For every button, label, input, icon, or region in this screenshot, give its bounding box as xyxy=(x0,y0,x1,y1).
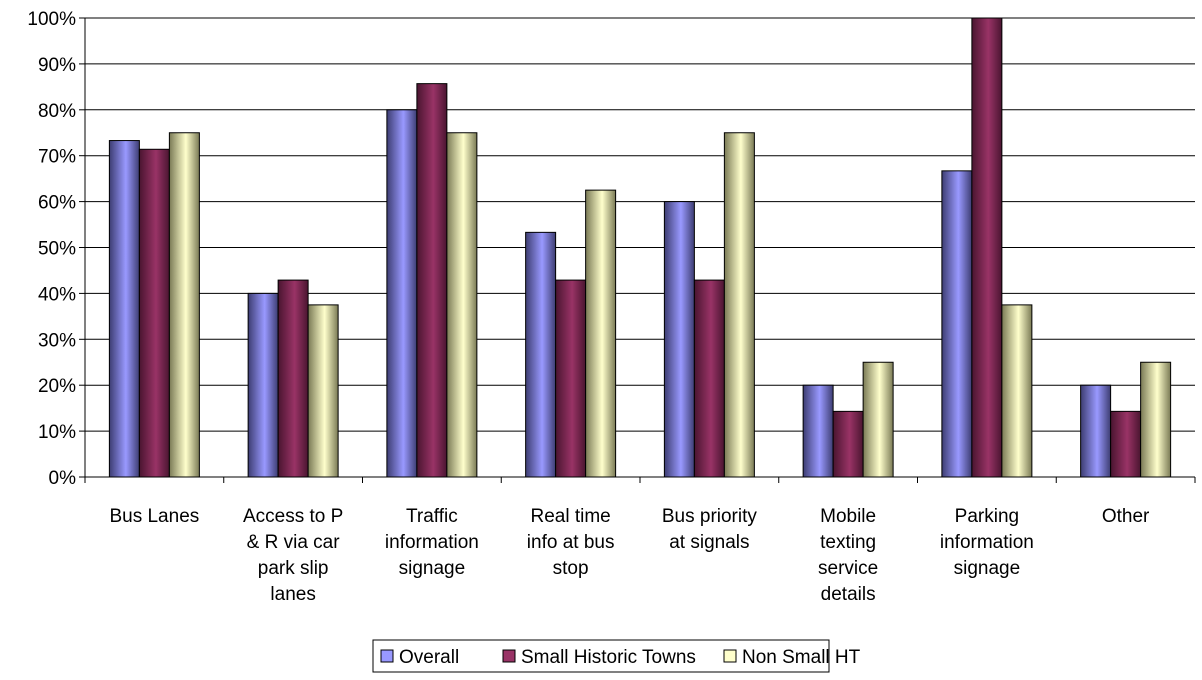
y-tick-label: 100% xyxy=(27,9,76,30)
bar xyxy=(862,361,894,478)
legend-swatch xyxy=(380,649,394,663)
bar xyxy=(138,148,170,478)
bar xyxy=(386,109,418,478)
y-tick-label: 0% xyxy=(49,468,77,489)
x-category-label: Access to P & R via car park slip lanes xyxy=(243,506,343,605)
bar xyxy=(525,231,557,478)
bar xyxy=(247,292,279,478)
x-category-label: Real time info at bus stop xyxy=(527,506,615,579)
bar xyxy=(1140,361,1172,478)
bar xyxy=(1110,410,1142,478)
bar xyxy=(555,279,587,478)
x-category-label: Bus priority at signals xyxy=(662,506,758,553)
legend-label: Non Small HT xyxy=(742,647,861,668)
axes xyxy=(84,18,1196,483)
legend-swatch xyxy=(502,649,516,663)
legend: Overall Small Historic Towns Non Small HT xyxy=(372,639,861,673)
bar xyxy=(585,189,617,478)
legend-swatch xyxy=(723,649,737,663)
y-tick-label: 90% xyxy=(38,55,76,76)
bar xyxy=(416,83,448,478)
bar xyxy=(941,170,973,478)
x-category-label: Mobile texting service details xyxy=(818,506,878,605)
bar xyxy=(663,201,695,478)
y-tick-label: 40% xyxy=(38,284,76,305)
y-tick-label: 20% xyxy=(38,376,76,397)
bar xyxy=(1080,384,1112,478)
bar xyxy=(802,384,834,478)
y-tick-label: 30% xyxy=(38,330,76,351)
bar xyxy=(1001,304,1033,478)
bars xyxy=(108,17,1172,478)
bar xyxy=(971,17,1003,478)
legend-box xyxy=(372,639,830,673)
x-category-label: Parking information signage xyxy=(940,506,1034,579)
x-axis-categories: Bus Lanes Access to P & R via car park slip… xyxy=(109,506,1150,605)
y-tick-label: 50% xyxy=(38,239,76,260)
legend-label: Overall xyxy=(399,647,459,668)
bar xyxy=(832,410,864,478)
bar xyxy=(277,279,309,478)
bar xyxy=(446,132,478,478)
bar xyxy=(693,279,725,478)
y-tick-label: 70% xyxy=(38,147,76,168)
x-category-label: Bus Lanes xyxy=(109,506,199,527)
y-tick-label: 80% xyxy=(38,101,76,122)
x-category-label: Other xyxy=(1102,506,1150,527)
bar xyxy=(307,304,339,478)
bar xyxy=(108,140,140,478)
x-category-label: Traffic information signage xyxy=(385,506,479,579)
bar xyxy=(168,132,200,478)
bar xyxy=(723,132,755,478)
y-tick-label: 60% xyxy=(38,193,76,214)
y-axis-ticks: 0% 10% 20% 30% 40% 50% 60% 70% 80% 90% 100% xyxy=(27,9,76,489)
y-tick-label: 10% xyxy=(38,422,76,443)
legend-label: Small Historic Towns xyxy=(521,647,696,668)
